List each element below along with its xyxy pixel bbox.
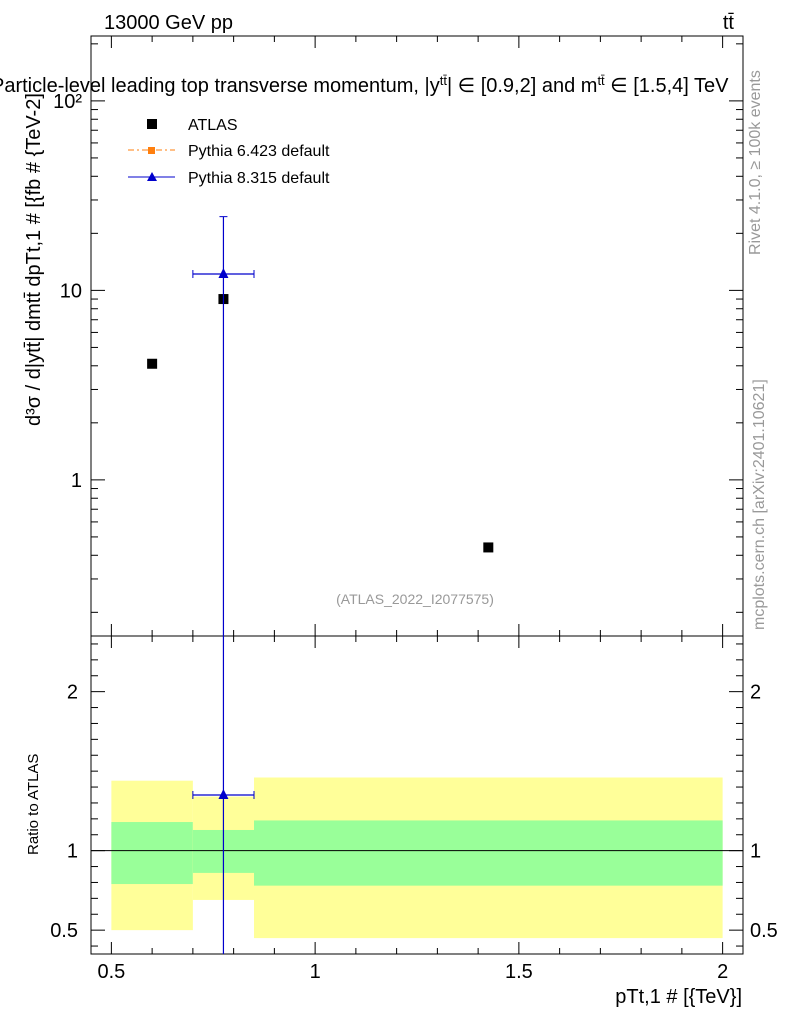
legend-pythia6-marker [148,147,155,154]
legend-pythia8-label: Pythia 8.315 default [188,170,330,187]
title-superscript: tt̄ [597,73,605,88]
pythia8-data-point [218,268,229,279]
main-y-tick-label: 10 [60,280,82,302]
atlas-data-point [147,358,158,369]
legend-atlas-marker [147,119,157,129]
mcplots-label: mcplots.cern.ch [arXiv:2401.10621] [751,379,768,630]
rivet-label: Rivet 4.1.0, ≥ 100k events [747,70,764,255]
x-tick-label: 1.5 [505,961,533,983]
legend-pythia8-marker [147,172,157,181]
main-y-tick-label: 1 [71,470,82,492]
legend: ATLAS Pythia 6.423 default Pythia 8.315 … [128,117,330,187]
data-marks [147,216,494,954]
x-axis-label: pTt,1 # [{TeV}] [615,986,742,1008]
energy-label: 13000 GeV pp [104,12,233,34]
legend-atlas-label: ATLAS [188,117,238,134]
axis-ticks: 0.5 1 1.5 2 1 10 10² 0.5 0.5 1 1 2 2 [50,36,778,983]
legend-pythia6-label: Pythia 6.423 default [188,143,330,160]
ratio-y-tick-label-left: 0.5 [50,920,78,942]
title-superscript: tt̄ [440,73,448,88]
title-text: | ∈ [0.9,2] and m [447,75,597,97]
main-y-axis-label: d³σ / d|ytt̄| dmtt̄ dpTt,1 # [{fb # {TeV… [23,93,45,426]
ratio-band-inner-0 [111,822,193,885]
ratio-y-tick-label-right: 2 [750,682,761,704]
title-text: Particle-level leading top transverse mo… [0,75,440,97]
ratio-y-tick-label-left: 2 [67,682,78,704]
process-label: tt̄ [723,12,735,34]
pythia8-ratio-point [218,789,229,799]
chart-title: Particle-level leading top transverse mo… [0,73,729,98]
ratio-y-tick-label-left: 1 [67,841,78,863]
ratio-bands [91,777,743,939]
title-text: ∈ [1.5,4] TeV [605,75,729,97]
main-y-tick-label: 10² [53,91,82,113]
x-tick-label: 2 [717,961,728,983]
ratio-y-tick-label-right: 1 [750,841,761,863]
x-tick-label: 0.5 [97,961,125,983]
atlas-data-point [483,542,494,553]
ratio-band-inner-2 [254,820,723,886]
ratio-y-tick-label-right: 0.5 [750,920,778,942]
analysis-watermark: (ATLAS_2022_I2077575) [336,591,494,607]
x-tick-label: 1 [310,961,321,983]
ratio-y-axis-label: Ratio to ATLAS [25,754,42,855]
ratio-plot-frame [90,635,744,955]
